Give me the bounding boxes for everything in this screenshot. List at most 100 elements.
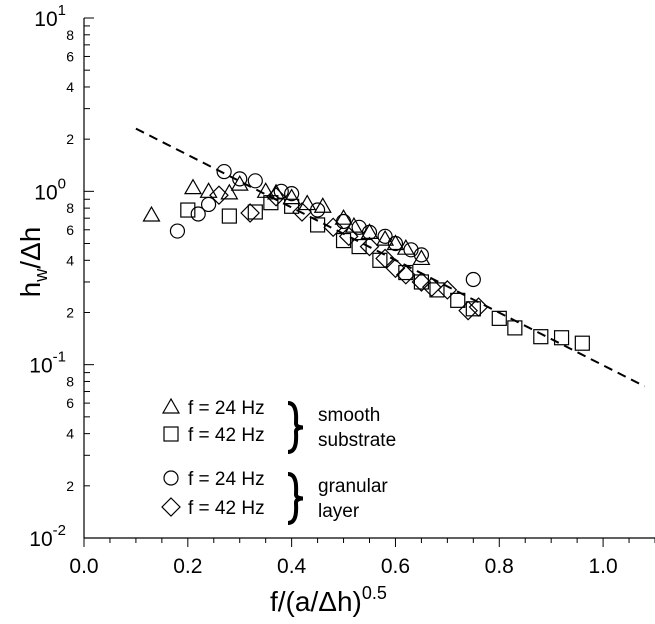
y-minor-tick-label: 4 <box>66 426 74 442</box>
data-point-diamond <box>266 186 286 207</box>
data-point-square <box>533 329 549 345</box>
data-point-square <box>507 320 523 336</box>
data-point-triangle <box>256 182 275 198</box>
x-axis-label-text: f/(a/Δh) <box>270 586 362 617</box>
data-point-diamond <box>359 236 380 257</box>
y-minor-tick-label: 4 <box>66 252 74 268</box>
data-point-diamond <box>338 226 359 247</box>
data-point-square <box>221 208 237 224</box>
legend-group-label: smooth <box>318 405 380 426</box>
data-point-circle <box>465 271 481 288</box>
data-point-circle <box>335 213 352 230</box>
data-point-triangle <box>386 234 405 251</box>
x-tick-label: 0.6 <box>381 555 410 578</box>
data-point-triangle <box>220 183 239 200</box>
x-axis-label-exponent: 0.5 <box>362 583 387 603</box>
data-point-triangle <box>334 208 353 225</box>
data-point-circle <box>387 235 404 252</box>
y-tick-label-exponent: -1 <box>53 349 66 366</box>
y-axis-label-sub: w <box>31 268 51 283</box>
data-points <box>142 163 590 351</box>
data-point-circle <box>377 228 393 244</box>
legend-group-label: substrate <box>318 430 396 451</box>
y-minor-tick-label: 6 <box>66 222 74 238</box>
data-point-diamond <box>421 277 442 298</box>
data-point-square <box>429 282 445 298</box>
data-point-triangle <box>282 188 301 205</box>
legend-entry-label: f = 42 Hz <box>188 425 265 446</box>
legend-group-brace <box>287 472 304 525</box>
legend-marker-circle <box>163 470 179 486</box>
data-point-circle <box>361 224 378 240</box>
y-tick-label-base: 10 <box>29 355 52 378</box>
y-tick-label-base: 10 <box>34 8 57 31</box>
y-minor-tick-label: 2 <box>66 131 74 147</box>
series-diamond <box>209 185 489 321</box>
data-point-triangle <box>142 205 161 222</box>
data-point-diamond <box>395 264 416 285</box>
data-point-square <box>247 204 263 220</box>
data-point-square <box>553 330 570 346</box>
data-point-diamond <box>458 300 478 321</box>
data-point-triangle <box>298 194 317 211</box>
x-tick-label: 1.0 <box>588 555 617 578</box>
y-axis-label-rest: /Δh <box>15 227 46 269</box>
legend-entry-label: f = 42 Hz <box>188 498 265 519</box>
fit-line <box>135 127 646 388</box>
y-tick-label: 10-1 <box>29 349 66 378</box>
y-tick-label: 101 <box>34 2 66 31</box>
y-minor-tick-label: 8 <box>66 373 74 389</box>
y-tick-label-base: 10 <box>34 181 57 204</box>
data-point-circle <box>216 163 232 180</box>
data-point-triangle <box>183 178 203 195</box>
data-point-circle <box>351 219 367 235</box>
data-point-square <box>180 202 196 218</box>
data-point-circle <box>403 242 419 258</box>
data-point-square <box>309 217 326 233</box>
fit-line-group <box>135 127 646 388</box>
plot-frame <box>83 18 655 539</box>
y-tick-label-exponent: 0 <box>58 175 66 192</box>
y-tick-label-exponent: -2 <box>53 522 66 539</box>
data-point-diamond <box>240 203 260 223</box>
data-point-diamond <box>411 272 432 292</box>
data-point-square <box>351 238 367 255</box>
data-point-triangle <box>376 229 395 246</box>
y-axis-label: hw/Δh <box>15 227 51 298</box>
data-point-triangle <box>230 174 249 191</box>
series-square <box>180 195 590 351</box>
y-axis-label-main: h <box>15 282 46 298</box>
data-point-square <box>335 232 352 249</box>
x-tick-label: 0.4 <box>277 555 307 578</box>
y-tick-label-base: 10 <box>29 528 52 551</box>
y-tick-label: 100 <box>34 175 66 204</box>
y-minor-tick-label: 8 <box>66 27 74 43</box>
data-point-circle <box>247 173 263 189</box>
legend-marker-triangle <box>161 397 181 414</box>
y-minor-tick-label: 6 <box>66 395 74 411</box>
y-tick-label-exponent: 1 <box>58 2 66 19</box>
x-tick-label: 0.8 <box>485 555 514 578</box>
data-point-square <box>491 310 507 326</box>
x-tick-label: 0.0 <box>69 555 98 578</box>
data-point-circle <box>232 171 248 187</box>
data-point-square <box>263 195 279 211</box>
data-point-diamond <box>375 248 395 269</box>
y-minor-tick-label: 2 <box>66 304 74 320</box>
data-point-square <box>284 198 300 214</box>
legend-group-label: granular <box>318 476 388 497</box>
legend-entry-label: f = 24 Hz <box>188 469 265 490</box>
x-axis-label: f/(a/Δh)0.5 <box>270 583 387 617</box>
data-point-circle <box>309 202 326 218</box>
data-point-circle <box>284 186 300 202</box>
data-point-diamond <box>292 202 312 222</box>
legend-group-brace <box>287 401 304 454</box>
data-point-triangle <box>412 249 431 266</box>
data-point-diamond <box>385 258 406 279</box>
x-tick-label: 0.2 <box>173 555 202 578</box>
series-circle <box>169 163 481 288</box>
x-axis-ticks: 0.0 0.2 0.4 0.6 0.8 1.0 <box>69 538 655 578</box>
data-point-circle <box>413 247 430 263</box>
